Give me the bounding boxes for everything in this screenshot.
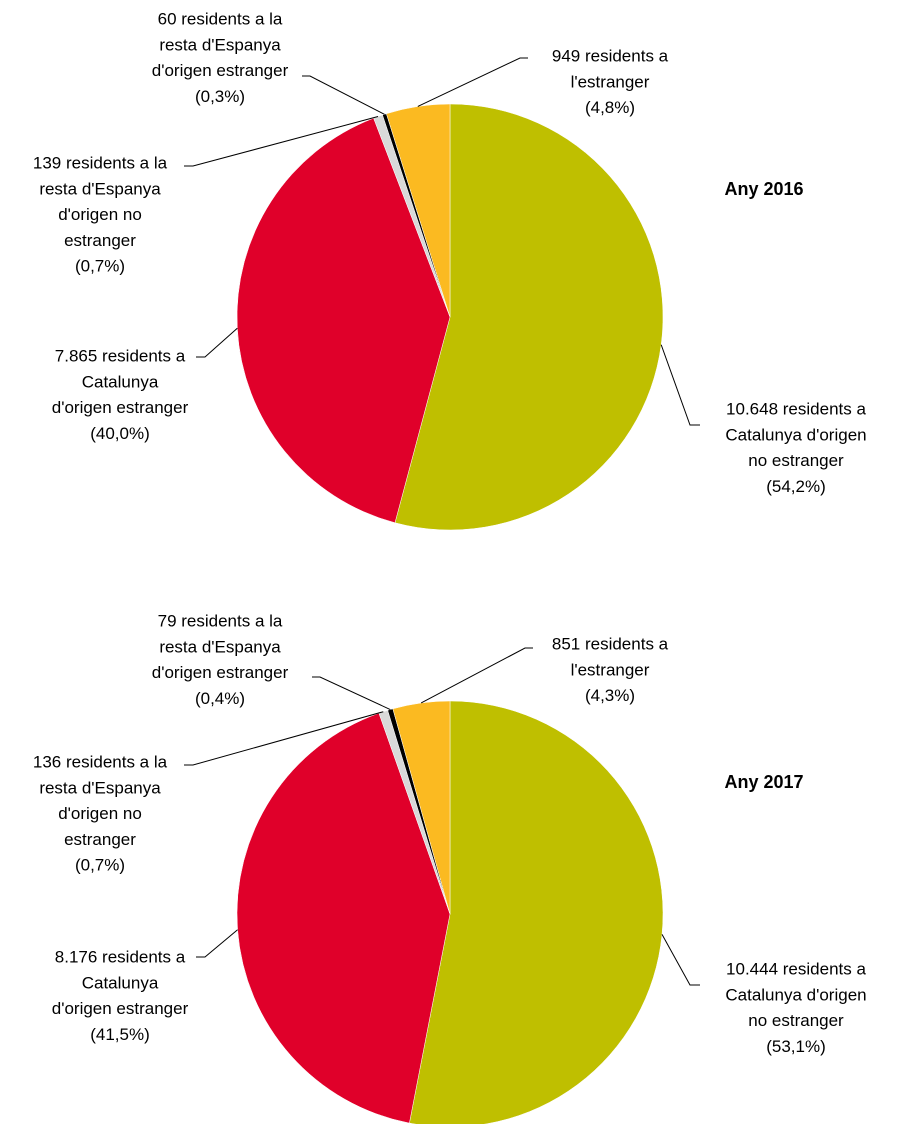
data-label: 7.865 residents a (55, 346, 186, 365)
leader-line (312, 676, 391, 710)
data-label: l'estranger (571, 72, 650, 91)
data-label: Catalunya (82, 973, 159, 992)
data-label: 139 residents a la (33, 153, 168, 172)
pie-slice (409, 700, 664, 1124)
data-label: (0,3%) (195, 87, 245, 106)
data-label: 851 residents a (552, 634, 669, 653)
data-label: Catalunya d'origen (725, 425, 866, 444)
data-label: (54,2%) (766, 477, 826, 496)
data-label: (0,7%) (75, 856, 125, 875)
data-label: no estranger (748, 451, 844, 470)
data-label: (53,1%) (766, 1037, 826, 1056)
leader-line (184, 116, 379, 167)
data-label: resta d'Espanya (159, 35, 281, 54)
data-label: d'origen estranger (152, 61, 289, 80)
data-label: 60 residents a la (158, 9, 283, 28)
data-label: 8.176 residents a (55, 947, 186, 966)
data-label: 136 residents a la (33, 752, 168, 771)
data-label: d'origen estranger (52, 398, 189, 417)
data-label: Catalunya (82, 372, 159, 391)
data-label: (0,7%) (75, 257, 125, 276)
data-label: Catalunya d'origen (725, 985, 866, 1004)
data-label: (0,4%) (195, 689, 245, 708)
chart-title: Any 2016 (724, 179, 803, 199)
leader-line (196, 327, 238, 358)
chart-title: Any 2017 (724, 772, 803, 792)
leader-line (420, 647, 533, 704)
data-label: resta d'Espanya (39, 179, 161, 198)
pie-slice (236, 712, 451, 1124)
leader-line (417, 57, 528, 107)
data-label: l'estranger (571, 660, 650, 679)
data-label: d'origen estranger (152, 663, 289, 682)
leader-line (660, 344, 700, 426)
data-label: estranger (64, 830, 136, 849)
data-label: (4,8%) (585, 98, 635, 117)
pie-slice (392, 700, 451, 915)
data-label: 79 residents a la (158, 611, 283, 630)
data-label: resta d'Espanya (159, 637, 281, 656)
leader-line (302, 75, 385, 115)
data-label: (41,5%) (90, 1025, 150, 1044)
leader-line (661, 934, 700, 986)
leader-line (184, 711, 384, 766)
data-label: (4,3%) (585, 686, 635, 705)
data-label: 949 residents a (552, 46, 669, 65)
data-label: d'origen estranger (52, 999, 189, 1018)
leader-line (196, 929, 238, 958)
data-label: d'origen no (58, 205, 142, 224)
data-label: 10.444 residents a (726, 959, 866, 978)
data-label: resta d'Espanya (39, 778, 161, 797)
data-label: (40,0%) (90, 424, 150, 443)
data-label: estranger (64, 231, 136, 250)
pie-slice (236, 117, 451, 524)
data-label: no estranger (748, 1011, 844, 1030)
data-label: 10.648 residents a (726, 399, 866, 418)
data-label: d'origen no (58, 804, 142, 823)
